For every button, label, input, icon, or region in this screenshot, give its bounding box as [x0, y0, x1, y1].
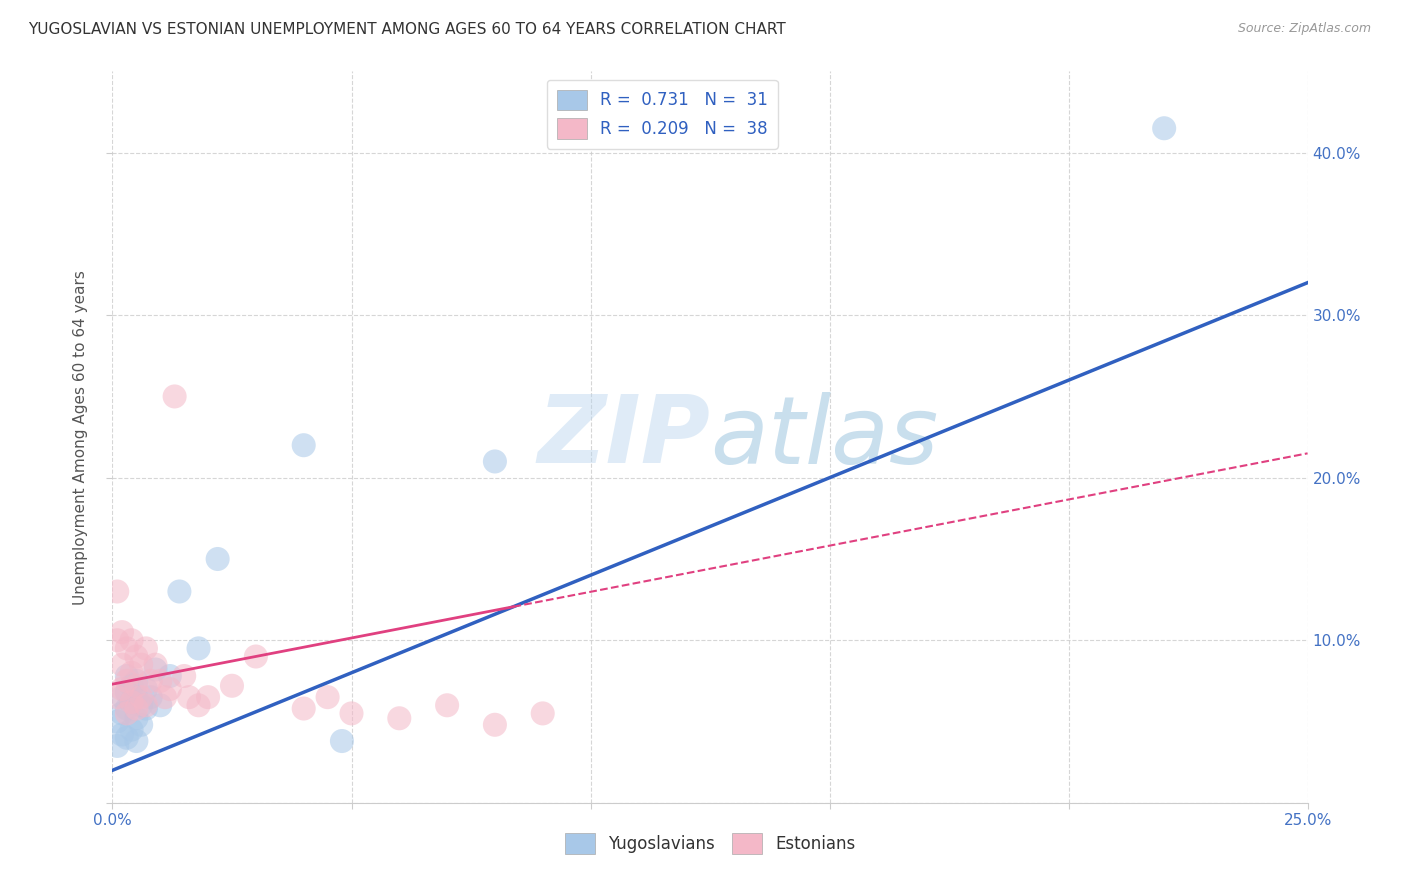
Point — [111, 690, 134, 705]
Point — [484, 718, 506, 732]
Point — [292, 438, 315, 452]
Point — [125, 649, 148, 664]
Point — [197, 690, 219, 705]
Text: YUGOSLAVIAN VS ESTONIAN UNEMPLOYMENT AMONG AGES 60 TO 64 YEARS CORRELATION CHART: YUGOSLAVIAN VS ESTONIAN UNEMPLOYMENT AMO… — [28, 22, 786, 37]
Legend: Yugoslavians, Estonians: Yugoslavians, Estonians — [558, 827, 862, 860]
Point — [316, 690, 339, 705]
Point — [121, 633, 143, 648]
Point — [121, 695, 143, 709]
Point — [221, 679, 243, 693]
Point — [125, 711, 148, 725]
Point — [145, 657, 167, 672]
Point — [531, 706, 554, 721]
Point — [245, 649, 267, 664]
Text: atlas: atlas — [710, 392, 938, 483]
Point — [163, 389, 186, 403]
Point — [105, 739, 128, 753]
Text: ZIP: ZIP — [537, 391, 710, 483]
Point — [135, 701, 157, 715]
Point — [105, 714, 128, 729]
Point — [105, 690, 128, 705]
Point — [135, 698, 157, 713]
Point — [149, 673, 172, 688]
Point — [330, 734, 353, 748]
Point — [111, 681, 134, 696]
Point — [139, 690, 162, 705]
Point — [187, 641, 209, 656]
Point — [145, 663, 167, 677]
Point — [153, 690, 176, 705]
Point — [135, 641, 157, 656]
Point — [292, 701, 315, 715]
Point — [115, 641, 138, 656]
Point — [149, 698, 172, 713]
Point — [135, 681, 157, 696]
Text: Source: ZipAtlas.com: Source: ZipAtlas.com — [1237, 22, 1371, 36]
Point — [121, 695, 143, 709]
Point — [121, 679, 143, 693]
Point — [111, 727, 134, 741]
Point — [1153, 121, 1175, 136]
Point — [115, 731, 138, 745]
Point — [115, 701, 138, 715]
Point — [159, 681, 181, 696]
Point — [129, 718, 152, 732]
Point — [125, 701, 148, 715]
Point — [340, 706, 363, 721]
Point — [173, 669, 195, 683]
Point — [139, 673, 162, 688]
Point — [169, 584, 191, 599]
Point — [125, 673, 148, 688]
Point — [187, 698, 209, 713]
Point — [129, 657, 152, 672]
Point — [105, 633, 128, 648]
Point — [115, 706, 138, 721]
Point — [121, 665, 143, 680]
Point — [129, 698, 152, 713]
Point — [115, 669, 138, 683]
Point — [177, 690, 200, 705]
Point — [111, 657, 134, 672]
Point — [207, 552, 229, 566]
Point — [388, 711, 411, 725]
Point — [159, 669, 181, 683]
Point — [115, 685, 138, 699]
Point — [125, 734, 148, 748]
Point — [115, 673, 138, 688]
Point — [111, 706, 134, 721]
Point — [111, 625, 134, 640]
Point — [436, 698, 458, 713]
Point — [125, 679, 148, 693]
Point — [129, 690, 152, 705]
Point — [105, 584, 128, 599]
Point — [484, 454, 506, 468]
Point — [121, 723, 143, 737]
Y-axis label: Unemployment Among Ages 60 to 64 years: Unemployment Among Ages 60 to 64 years — [73, 269, 89, 605]
Point — [125, 690, 148, 705]
